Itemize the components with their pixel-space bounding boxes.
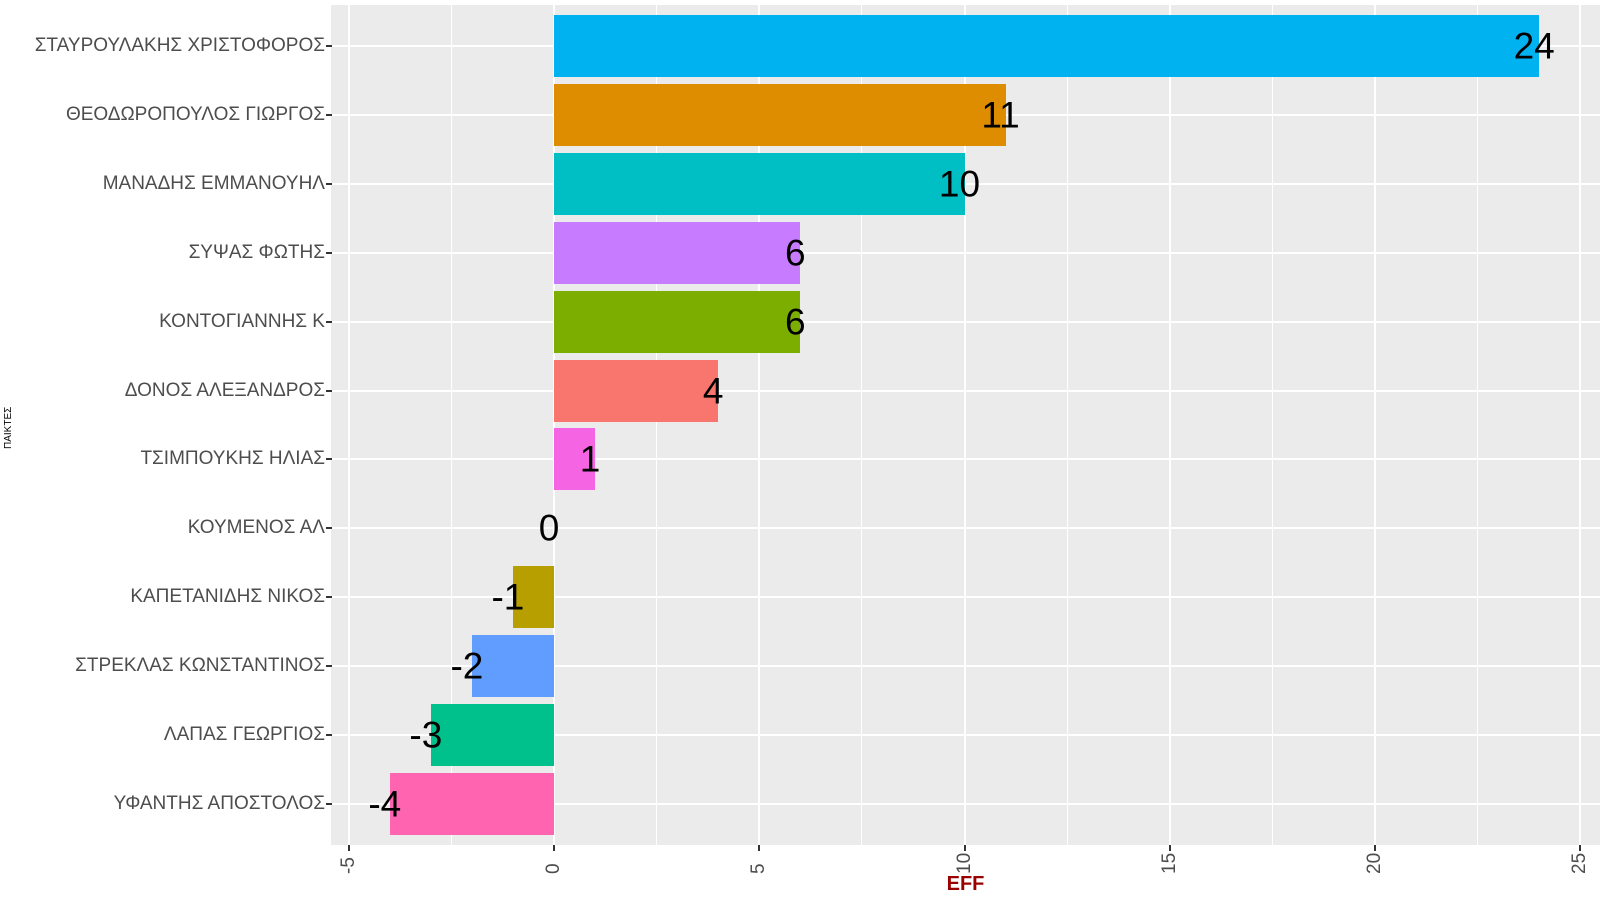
y-axis-tick-mark: [326, 527, 332, 530]
gridline-major-x: [347, 5, 350, 845]
x-axis-tick-label: 15: [1158, 852, 1180, 874]
y-axis-label: ΣΥΨΑΣ ΦΩΤΗΣ: [188, 241, 325, 263]
y-axis-title: ΠΑΙΚΤΕΣ: [3, 406, 14, 449]
gridline-major-x: [1374, 5, 1376, 845]
x-axis-tick-label: 0: [543, 863, 564, 874]
bar-value-label: 10: [938, 163, 981, 205]
gridline-minor-x: [1271, 5, 1273, 845]
y-axis-tick-mark: [326, 664, 332, 667]
y-axis-tick-mark: [326, 320, 332, 323]
y-axis-label: ΚΟΥΜΕΝΟΣ ΑΛ: [187, 517, 325, 539]
y-axis-label: ΔΟΝΟΣ ΑΛΕΞΑΝΔΡΟΣ: [124, 379, 325, 401]
y-axis-tick-mark: [326, 45, 332, 48]
y-axis-label: ΚΟΝΤΟΓΙΑΝΝΗΣ Κ: [159, 310, 325, 332]
x-axis-tick-label: 20: [1364, 852, 1385, 874]
x-axis-tick-mark: [1168, 845, 1171, 851]
gridline-major-y: [331, 802, 1600, 805]
x-axis-tick-label: 25: [1569, 852, 1591, 874]
y-axis-label: ΣΤΡΕΚΛΑΣ ΚΩΝΣΤΑΝΤΙΝΟΣ: [75, 654, 325, 676]
bar-value-label: -3: [409, 714, 443, 756]
gridline-major-y: [331, 458, 1600, 461]
y-axis-tick-mark: [326, 596, 332, 599]
bar: [512, 566, 554, 629]
gridline-major-x: [963, 5, 966, 845]
x-axis-tick-mark: [963, 845, 966, 851]
bar: [389, 772, 554, 835]
plot-panel: 24 11 10 6 6 4 1 0 -1 -2 -3 -4: [331, 5, 1600, 845]
gridline-minor-x: [861, 5, 863, 845]
x-axis-tick-label: 5: [748, 863, 770, 874]
gridline-major-y: [331, 183, 1600, 185]
bar-value-label: -2: [450, 645, 484, 687]
gridline-major-y: [331, 733, 1600, 736]
bar-value-label: -4: [368, 783, 402, 825]
gridline-minor-x: [450, 5, 452, 845]
bar-value-label: 24: [1513, 25, 1555, 67]
y-axis-tick-mark: [326, 251, 332, 254]
bar-value-label: 11: [981, 94, 1020, 136]
bar-value-label: 4: [702, 370, 724, 412]
bar-value-label: 6: [785, 301, 806, 343]
y-axis-label: ΣΤΑΥΡΟΥΛΑΚΗΣ ΧΡΙΣΤΟΦΟΡΟΣ: [34, 35, 325, 57]
gridline-major-y: [331, 527, 1600, 530]
bar: [554, 221, 801, 284]
x-axis-tick-mark: [1374, 845, 1376, 851]
bar: [554, 428, 596, 491]
bar-value-label: 0: [538, 507, 560, 549]
gridline-major-y: [331, 389, 1600, 392]
gridline-major-x: [553, 5, 555, 845]
gridline-minor-x: [656, 5, 658, 845]
bar: [554, 153, 965, 215]
y-axis-tick-mark: [326, 183, 332, 185]
y-axis-tick-mark: [326, 458, 332, 461]
y-axis-label: ΘΕΟΔΩΡΟΠΟΥΛΟΣ ΓΙΩΡΓΟΣ: [65, 104, 325, 126]
gridline-minor-x: [1066, 5, 1068, 845]
gridline-major-y: [331, 596, 1600, 599]
gridline-major-x: [758, 5, 761, 845]
y-axis-label: ΚΑΠΕΤΑΝΙΔΗΣ ΝΙΚΟΣ: [130, 586, 325, 608]
gridline-major-x: [1579, 5, 1582, 845]
y-axis-label: ΛΑΠΑΣ ΓΕΩΡΓΙΟΣ: [163, 723, 325, 745]
x-axis-title: EFF: [946, 873, 985, 895]
bar: [554, 15, 1540, 78]
y-axis-tick-mark: [326, 802, 332, 805]
bar-value-label: 1: [579, 438, 601, 480]
gridline-major-y: [331, 251, 1600, 254]
bar: [554, 290, 801, 353]
x-axis-tick-label: -5: [337, 857, 359, 874]
bar: [554, 84, 1006, 147]
bar: [430, 703, 554, 766]
y-axis-tick-mark: [326, 389, 332, 392]
gridline-major-y: [331, 664, 1600, 667]
gridline-minor-x: [1477, 5, 1479, 845]
gridline-major-x: [1168, 5, 1171, 845]
y-axis-label: ΜΑΝΑΔΗΣ ΕΜΜΑΝΟΥΗΛ: [102, 173, 325, 194]
bar-value-label: 6: [785, 232, 806, 274]
y-axis-label: ΥΦΑΝΤΗΣ ΑΠΟΣΤΟΛΟΣ: [113, 792, 325, 814]
bar-value-label: -1: [491, 576, 525, 618]
x-axis-tick-mark: [758, 845, 761, 851]
y-axis-tick-mark: [326, 114, 332, 117]
y-axis-tick-mark: [326, 733, 332, 736]
bar: [471, 634, 554, 697]
gridline-major-y: [331, 320, 1600, 323]
x-axis-tick-label: 10: [953, 852, 975, 874]
y-axis-label: ΤΣΙΜΠΟΥΚΗΣ ΗΛΙΑΣ: [140, 448, 325, 470]
x-axis-tick-mark: [553, 845, 555, 851]
bar: [554, 359, 719, 422]
x-axis-tick-mark: [347, 845, 350, 851]
x-axis-tick-mark: [1579, 845, 1582, 851]
